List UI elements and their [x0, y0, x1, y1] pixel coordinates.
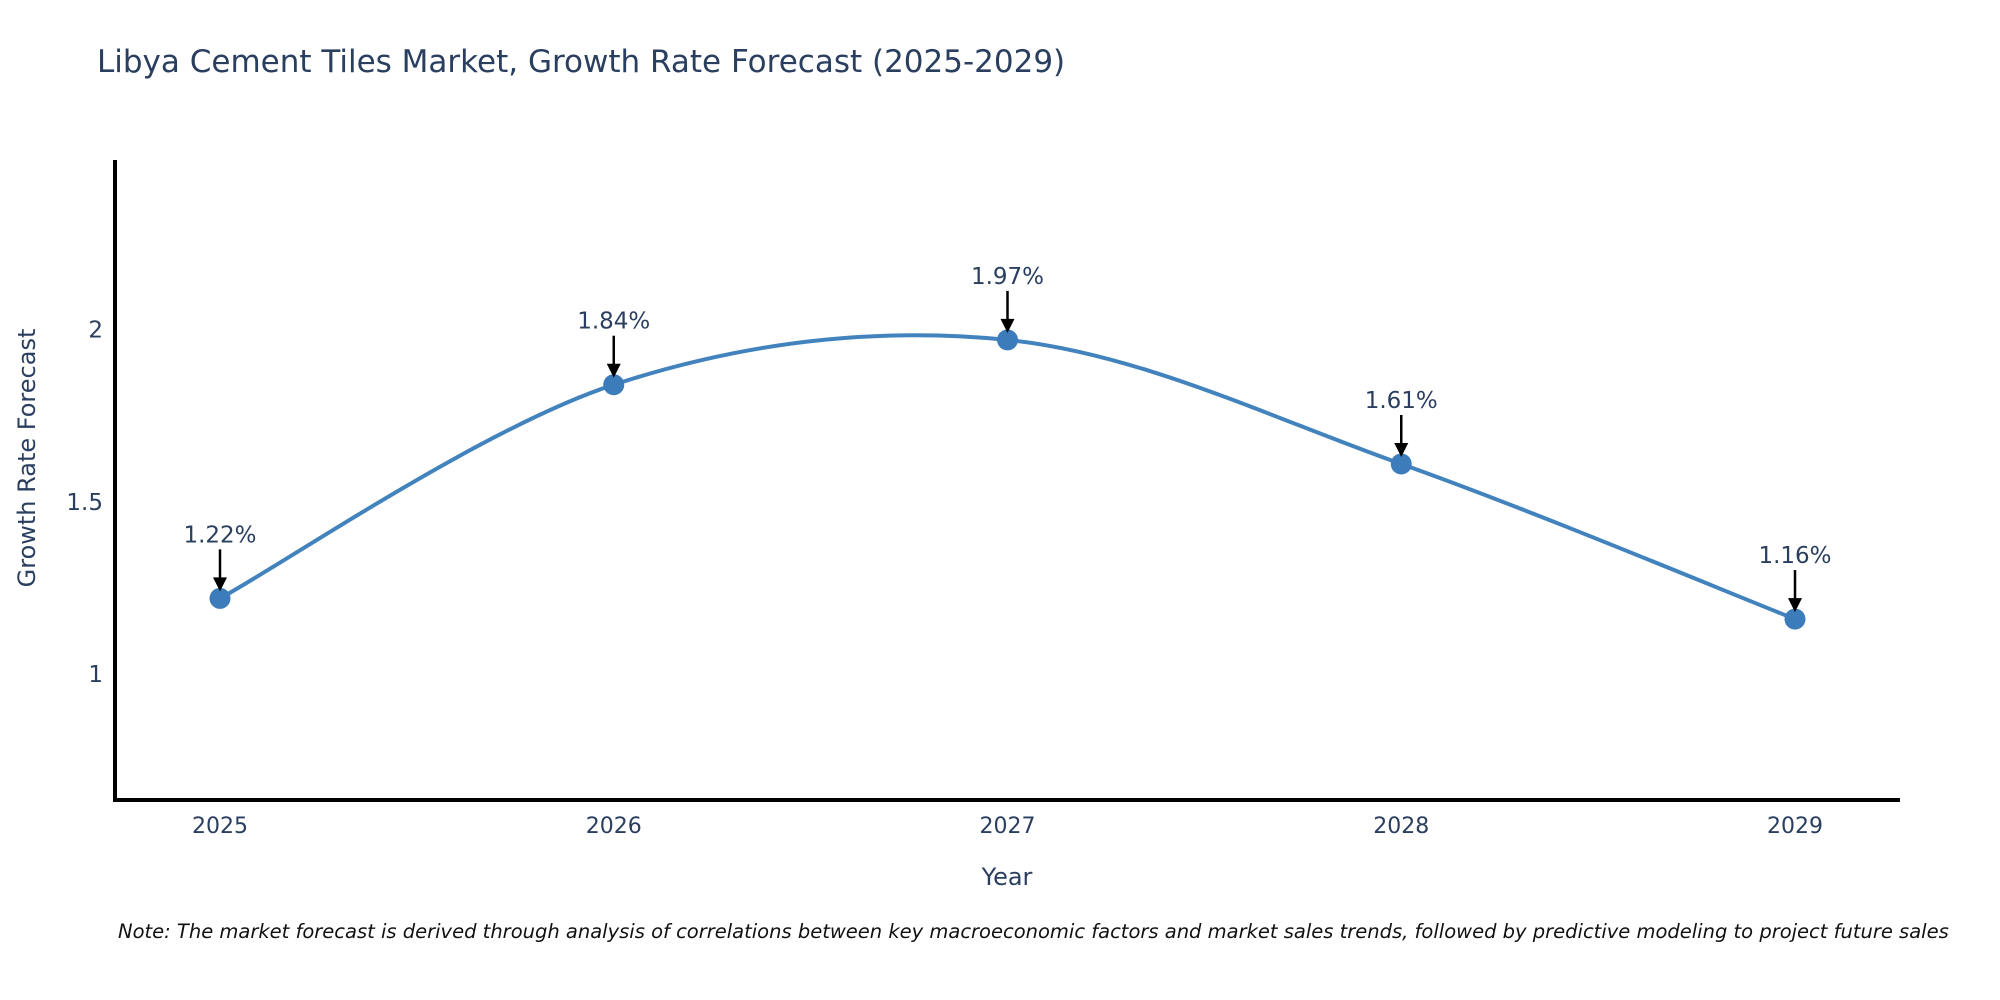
- y-tick-label: 1: [88, 662, 103, 688]
- y-tick-label: 2: [88, 318, 103, 344]
- annotation-label: 1.16%: [1758, 543, 1831, 569]
- data-point-2029[interactable]: [1784, 608, 1806, 630]
- forecast-line: [219, 333, 1796, 621]
- annotation-label: 1.22%: [183, 522, 256, 548]
- annotation-arrow-head: [606, 363, 621, 378]
- data-point-2026[interactable]: [603, 374, 625, 396]
- annotation-label: 1.97%: [971, 264, 1044, 290]
- annotation-arrow-head: [213, 577, 227, 592]
- footnote: Note: The market forecast is derived thr…: [118, 920, 1949, 943]
- x-tick-label: 2025: [192, 814, 248, 839]
- x-tick-label: 2029: [1767, 814, 1823, 839]
- annotation-label: 1.61%: [1365, 388, 1438, 414]
- annotation-arrow-head: [1000, 318, 1015, 333]
- x-axis-title: Year: [981, 863, 1033, 891]
- annotation-arrow-head: [1394, 442, 1409, 457]
- data-point-2025[interactable]: [209, 587, 231, 609]
- x-tick-label: 2027: [980, 814, 1036, 839]
- y-tick-label: 1.5: [66, 490, 103, 516]
- data-point-2027[interactable]: [997, 329, 1018, 351]
- data-point-2028[interactable]: [1390, 453, 1412, 475]
- annotation-label: 1.84%: [577, 309, 650, 335]
- x-tick-label: 2026: [586, 814, 642, 839]
- x-tick-label: 2028: [1373, 814, 1429, 839]
- chart-title: Libya Cement Tiles Market, Growth Rate F…: [97, 44, 1066, 80]
- annotation-arrow-head: [1788, 598, 1802, 613]
